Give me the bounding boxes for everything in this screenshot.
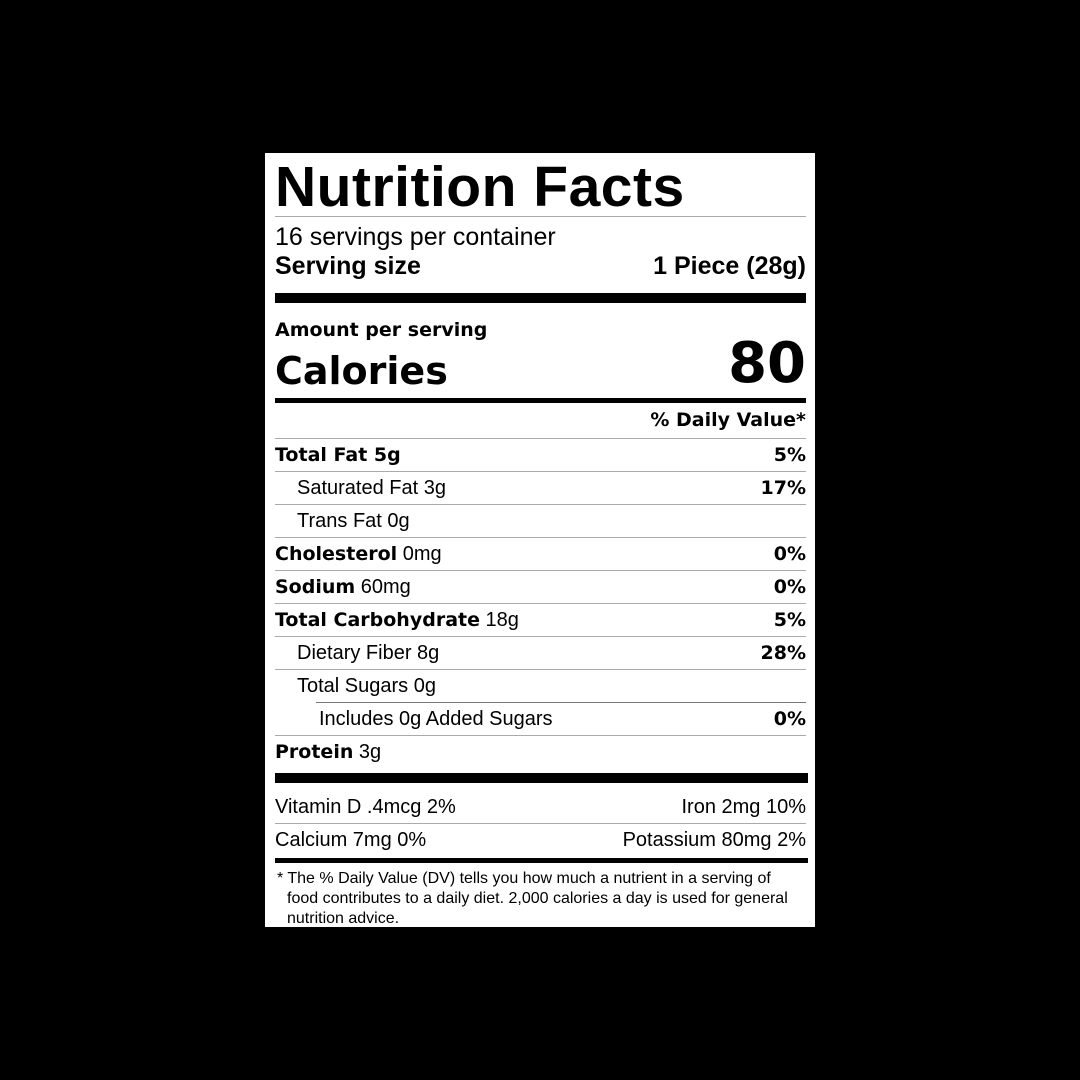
vitamin-row: Calcium 7mg 0% Potassium 80mg 2%: [275, 824, 806, 856]
serving-size: Serving size 1 Piece (28g): [275, 251, 806, 281]
divider: [275, 823, 806, 824]
nutrient-dv: 0%: [773, 708, 806, 730]
nutrient-amount: 0mg: [402, 542, 442, 565]
calories-row: Calories 80: [275, 335, 806, 394]
nutrient-dv: 0%: [773, 576, 806, 598]
nutrient-row-sodium: Sodium 60mg 0%: [275, 570, 806, 603]
vitamin-row: Vitamin D .4mcg 2% Iron 2mg 10%: [275, 791, 806, 823]
nutrient-dv: 0%: [773, 543, 806, 565]
nutrient-dv: 5%: [773, 609, 806, 631]
nutrient-name: Sodium: [275, 575, 356, 598]
nutrient-name: Total Sugars 0g: [297, 674, 436, 697]
calories-label: Calories: [275, 349, 448, 393]
divider: [316, 702, 806, 703]
nutrient-dv: 17%: [760, 477, 806, 499]
thick-divider: [275, 293, 806, 303]
footnote: * The % Daily Value (DV) tells you how m…: [277, 870, 788, 927]
nutrient-row-added-sugars: Includes 0g Added Sugars 0%: [275, 703, 806, 735]
potassium: Potassium 80mg 2%: [622, 828, 806, 851]
medium-divider: [275, 858, 808, 863]
nutrient-row-protein: Protein 3g: [275, 735, 806, 768]
nutrient-dv: 5%: [773, 444, 806, 466]
nutrient-name: Total Carbohydrate: [275, 608, 480, 631]
nutrient-dv: 28%: [760, 642, 806, 664]
medium-divider: [275, 398, 806, 403]
nutrient-name: Protein: [275, 740, 354, 763]
vitamin-d: Vitamin D .4mcg 2%: [275, 795, 456, 818]
calcium: Calcium 7mg 0%: [275, 828, 427, 851]
nutrient-row-total-sugars: Total Sugars 0g: [275, 669, 806, 702]
nutrient-amount: 3g: [358, 740, 382, 763]
serving-size-value: 1 Piece (28g): [653, 252, 806, 280]
nutrient-row-trans-fat: Trans Fat 0g: [275, 504, 806, 537]
nutrient-name: Includes 0g Added Sugars: [319, 707, 553, 730]
serving-size-label: Serving size: [275, 252, 421, 280]
nutrient-amount: 18g: [485, 608, 519, 631]
nutrient-name: Dietary Fiber 8g: [297, 641, 440, 664]
calories-value: 80: [728, 331, 806, 396]
amount-per-serving: Amount per serving: [275, 319, 488, 341]
nutrient-name: Cholesterol: [275, 542, 398, 565]
nutrient-amount: 60mg: [360, 575, 411, 598]
nutrient-name: Total Fat 5g: [275, 443, 401, 466]
nutrient-row-saturated-fat: Saturated Fat 3g 17%: [275, 471, 806, 504]
label-title: Nutrition Facts: [275, 155, 685, 219]
nutrient-row-total-fat: Total Fat 5g 5%: [275, 438, 806, 471]
nutrient-name: Saturated Fat 3g: [297, 476, 446, 499]
nutrient-row-cholesterol: Cholesterol 0mg 0%: [275, 537, 806, 570]
nutrient-row-total-carbohydrate: Total Carbohydrate 18g 5%: [275, 603, 806, 636]
servings-per-container: 16 servings per container: [275, 223, 556, 251]
divider: [275, 216, 806, 217]
thick-divider: [275, 773, 808, 783]
nutrition-facts-label: Nutrition Facts 16 servings per containe…: [265, 153, 815, 927]
nutrient-name: Trans Fat 0g: [297, 509, 410, 532]
daily-value-header: % Daily Value*: [650, 409, 806, 431]
nutrient-row-dietary-fiber: Dietary Fiber 8g 28%: [275, 636, 806, 669]
iron: Iron 2mg 10%: [681, 795, 806, 818]
